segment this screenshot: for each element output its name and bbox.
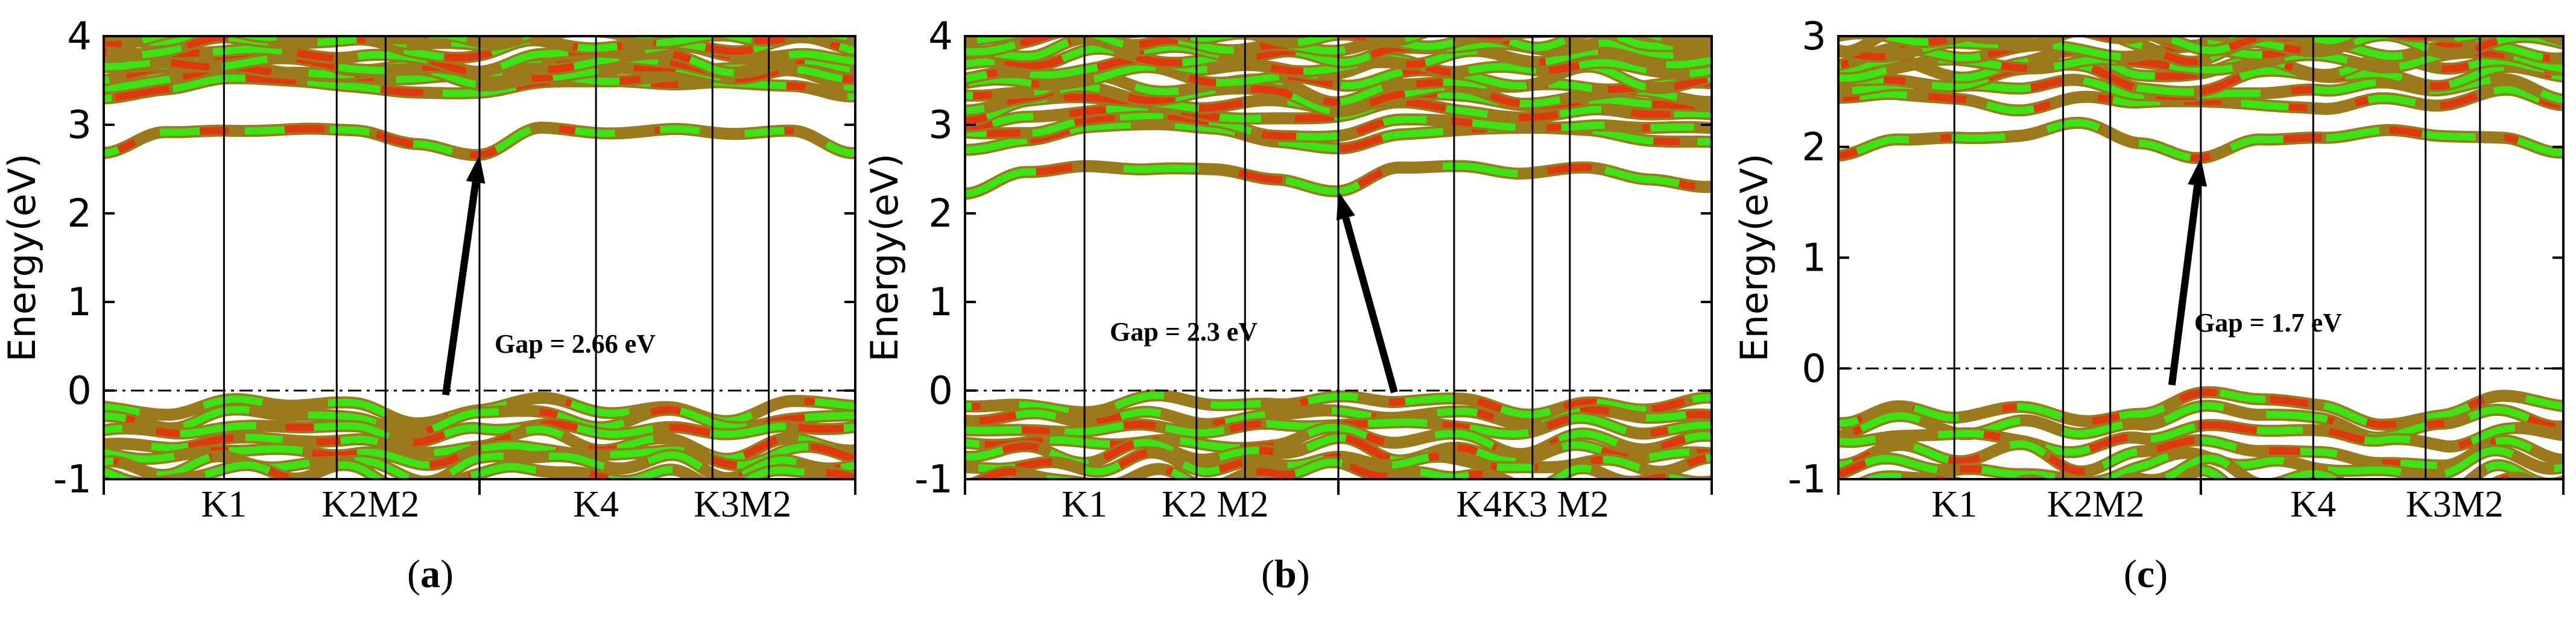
gap-arrow-shaft: [1342, 216, 1398, 394]
band-green-segment-11: [1838, 47, 2563, 81]
x-tick-label-3: K3M2: [2406, 484, 2504, 525]
gap-arrow-head: [466, 154, 486, 184]
band-green-segment-17: [2014, 36, 2244, 39]
x-tick-label-2: K4: [2290, 484, 2336, 525]
gap-arrow-head: [1336, 191, 1355, 221]
band-green-segment-7: [1838, 119, 2563, 162]
band-green-segment-17: [104, 36, 855, 39]
band-line-17: [104, 36, 855, 42]
band-red-segment-17: [2014, 36, 2244, 39]
x-tick-label-3: K3M2: [694, 484, 791, 525]
panel-label-c: (c): [2124, 552, 2168, 596]
x-tick-label-0: K1: [1931, 484, 1977, 525]
band-red-segment-7: [965, 162, 1712, 198]
x-tick-label-1: K2M2: [321, 484, 419, 525]
band-line-17: [1838, 36, 2253, 42]
band-red-segment-17: [104, 36, 855, 39]
y-tick-label-1: 0: [928, 369, 953, 413]
panel-label-a: (a): [407, 552, 454, 596]
band-red-segment-13: [1838, 39, 2563, 69]
y-tick-label-5: 4: [67, 14, 92, 59]
x-tick-label-2: K4K3 M2: [1456, 484, 1609, 525]
gap-annotation: Gap = 2.66 eV: [495, 329, 656, 359]
band-green-segment-2: [1838, 421, 2563, 456]
y-tick-label-4: 3: [67, 103, 92, 148]
band-panel-2: -1 0 1 2 3 4 Energy(eV) K1 K2 M2 K4K3 M2 Gap = 2.3…: [862, 14, 1713, 525]
band-green-segment-4: [104, 442, 855, 470]
x-tick-label-2: K4: [573, 484, 619, 525]
gap-annotation: Gap = 2.3 eV: [1110, 317, 1258, 347]
y-tick-label-2: 1: [67, 280, 92, 325]
band-panel-3: -1 0 1 2 3 Energy(eV) K1 K2M2 K4 K3M2 Gap = 1.7 eV: [1732, 14, 2565, 525]
y-axis-title: Energy(eV): [862, 154, 907, 362]
band-green-segment-12: [965, 83, 1712, 115]
y-tick-label-2: 1: [928, 280, 953, 325]
panel-label-b: (b): [1261, 552, 1310, 596]
y-axis-title: Energy(eV): [1732, 154, 1776, 362]
band-green-segment-0: [1838, 388, 2563, 429]
y-tick-label-0: -1: [914, 457, 953, 502]
band-red-segment-3: [1838, 436, 2563, 476]
band-green-segment-5: [965, 448, 1712, 476]
y-tick-label-3: 2: [67, 192, 92, 236]
y-tick-label-1: 0: [67, 369, 92, 413]
band-red-segment-11: [1838, 47, 2563, 81]
band-green-segment-2: [965, 414, 1712, 438]
band-green-segment-13: [965, 71, 1712, 106]
x-tick-label-1: K2M2: [2047, 484, 2145, 525]
y-tick-label-1: 0: [1802, 347, 1826, 391]
band-green-segment-13: [104, 42, 855, 76]
band-red-segment-10: [965, 98, 1712, 130]
gap-arrow-shaft: [441, 181, 479, 396]
y-tick-label-3: 2: [928, 192, 953, 236]
gap-arrow-shaft: [2168, 184, 2201, 386]
y-tick-label-5: 4: [928, 14, 953, 59]
y-tick-label-0: -1: [1788, 457, 1826, 502]
gap-annotation: Gap = 1.7 eV: [2194, 308, 2342, 338]
y-tick-label-2: 1: [1802, 236, 1826, 281]
band-red-segment-0: [965, 391, 1712, 419]
band-green-segment-15: [965, 55, 1712, 83]
x-tick-label-0: K1: [1062, 484, 1107, 525]
y-axis-title: Energy(eV): [0, 154, 44, 362]
y-tick-label-0: -1: [53, 457, 92, 502]
band-green-segment-10: [1838, 61, 2563, 96]
y-tick-label-4: 3: [928, 103, 953, 148]
gap-arrow-head: [2188, 158, 2207, 187]
x-tick-label-1: K2 M2: [1162, 484, 1268, 525]
band-panel-1: -1 0 1 2 3 4 Energy(eV) K1 K2M2 K4 K3M2 Gap = 2.66 …: [0, 14, 856, 525]
x-tick-label-0: K1: [201, 484, 247, 525]
y-tick-label-4: 3: [1802, 14, 1826, 59]
y-tick-label-3: 2: [1802, 125, 1826, 170]
band-green-segment-14: [104, 36, 855, 61]
